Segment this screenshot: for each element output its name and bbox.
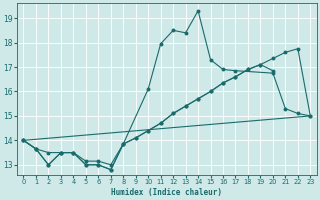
X-axis label: Humidex (Indice chaleur): Humidex (Indice chaleur) xyxy=(111,188,222,197)
